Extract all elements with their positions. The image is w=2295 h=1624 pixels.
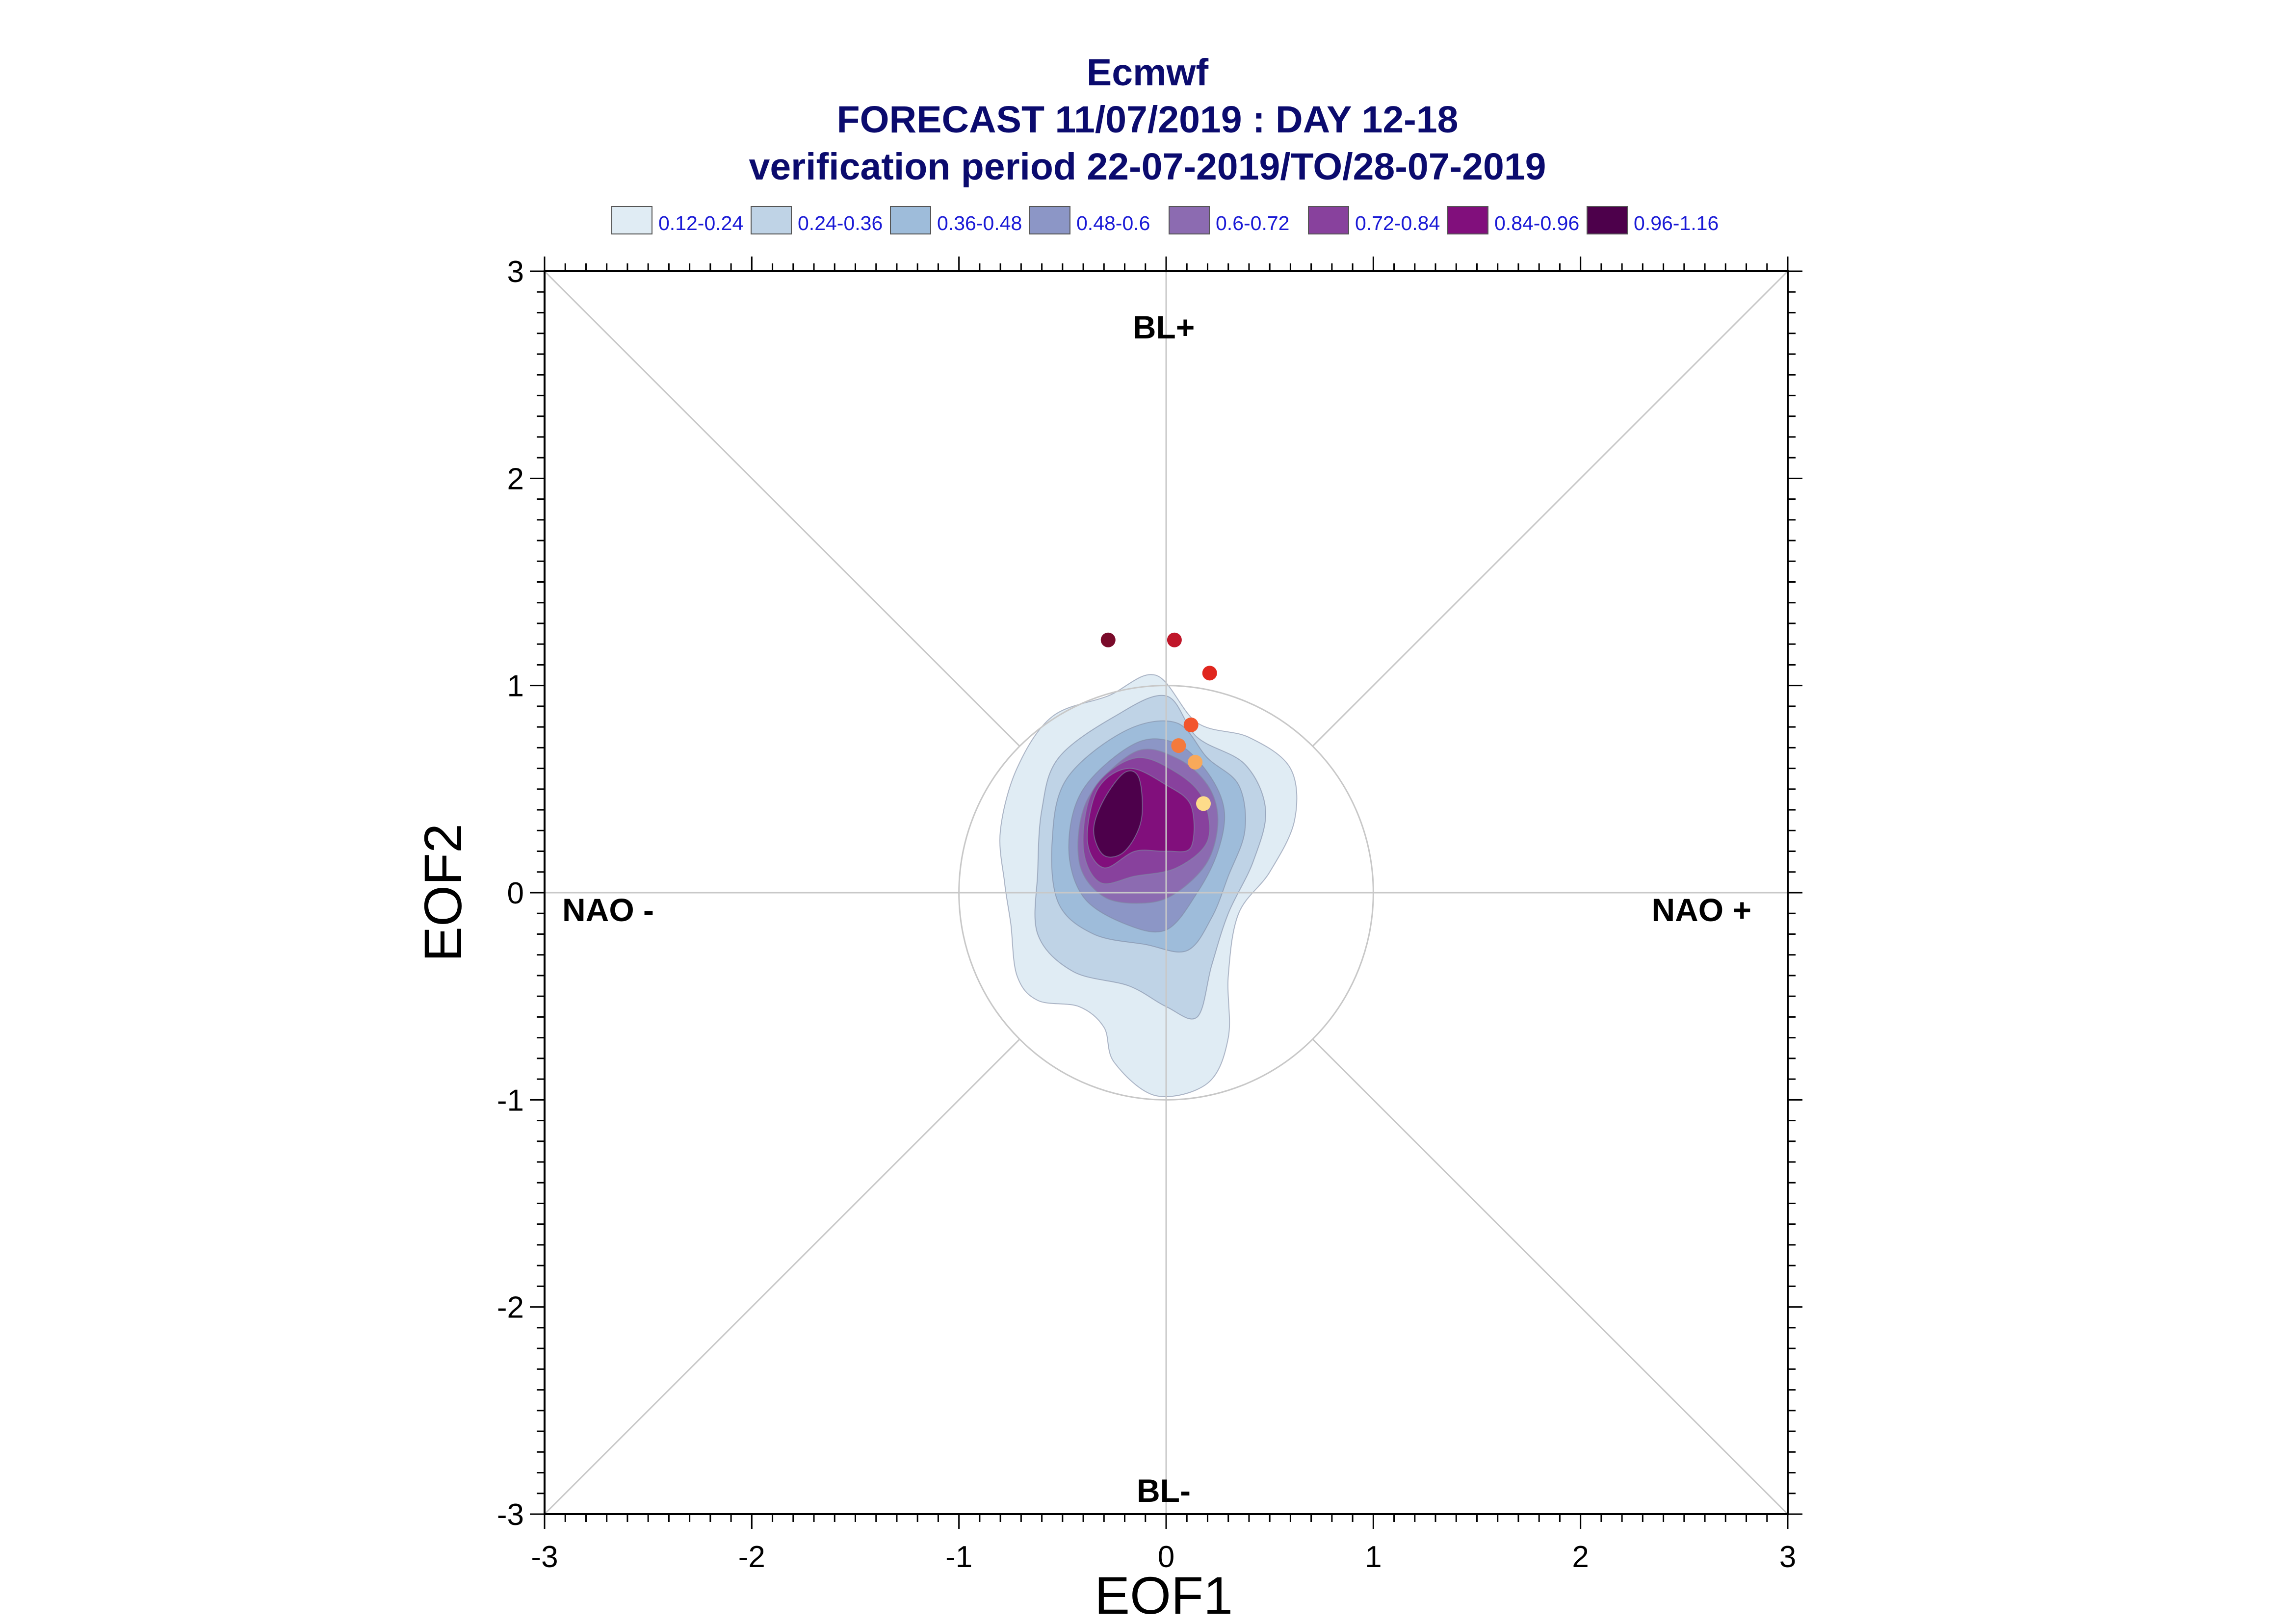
legend-swatch-6 [1308, 206, 1349, 234]
legend-swatch-8 [1587, 206, 1628, 234]
title-line-1: Ecmwf [1086, 52, 1209, 94]
chart-title: Ecmwf FORECAST 11/07/2019 : DAY 12-18 ve… [0, 49, 2295, 190]
legend-swatch-4 [1029, 206, 1070, 234]
quadrant-label-left: NAO - [562, 892, 654, 928]
diagonal-line-4 [1312, 1038, 1789, 1515]
forecast-point-1 [1100, 632, 1116, 647]
x-tick-label: 0 [1158, 1540, 1174, 1574]
x-tick-label: -1 [945, 1540, 972, 1574]
quadrant-label-bottom: BL- [1137, 1472, 1191, 1509]
diagonal-line-3 [544, 1038, 1020, 1515]
y-axis-label: EOF2 [413, 824, 472, 962]
diagonal-line-1 [544, 270, 1020, 747]
x-tick-label: 2 [1572, 1540, 1589, 1574]
density-contour-8 [1093, 770, 1143, 858]
x-tick-label: -3 [531, 1540, 558, 1574]
x-tick-label: -2 [738, 1540, 765, 1574]
forecast-point-6 [1188, 754, 1203, 770]
forecast-point-4 [1183, 717, 1199, 732]
forecast-point-2 [1167, 632, 1182, 647]
title-line-3: verification period 22-07-2019/TO/28-07-… [749, 146, 1546, 188]
legend-swatch-7 [1447, 206, 1488, 234]
forecast-point-7 [1196, 796, 1211, 811]
y-tick-label: 0 [507, 876, 524, 910]
legend-label-5: 0.6-0.72 [1216, 212, 1290, 234]
legend-swatch-2 [751, 206, 792, 234]
title-line-2: FORECAST 11/07/2019 : DAY 12-18 [836, 99, 1459, 141]
y-tick-label: -1 [497, 1083, 524, 1117]
legend-swatch-1 [611, 206, 652, 234]
legend-label-1: 0.12-0.24 [658, 212, 744, 234]
y-tick-label: 1 [507, 670, 524, 703]
diagonal-line-2 [1312, 270, 1789, 747]
forecast-points [1100, 632, 1217, 811]
forecast-point-5 [1171, 738, 1186, 753]
legend-swatch-3 [890, 206, 931, 234]
y-tick-label: 3 [507, 255, 524, 289]
legend-label-6: 0.72-0.84 [1355, 212, 1440, 234]
legend-swatch-5 [1169, 206, 1210, 234]
legend-label-2: 0.24-0.36 [798, 212, 883, 234]
y-tick-label: 2 [507, 462, 524, 496]
axes: -3 -2 -1 0 1 2 3 -3 -2 -1 0 1 2 3 [497, 255, 1802, 1574]
x-tick-label: 3 [1779, 1540, 1796, 1574]
legend-label-7: 0.84-0.96 [1494, 212, 1580, 234]
y-tick-label: -2 [497, 1291, 524, 1325]
quadrant-label-right: NAO + [1651, 892, 1751, 928]
legend-label-8: 0.96-1.16 [1634, 212, 1719, 234]
reference-lines [544, 270, 1789, 1515]
quadrant-label-top: BL+ [1133, 309, 1195, 345]
y-tick-label: -3 [497, 1498, 524, 1532]
density-contours [999, 674, 1298, 1097]
legend-label-4: 0.48-0.6 [1076, 212, 1150, 234]
legend-label-3: 0.36-0.48 [937, 212, 1022, 234]
x-tick-label: 1 [1365, 1540, 1382, 1574]
forecast-point-3 [1202, 666, 1217, 681]
x-axis-label: EOF1 [1095, 1566, 1233, 1624]
